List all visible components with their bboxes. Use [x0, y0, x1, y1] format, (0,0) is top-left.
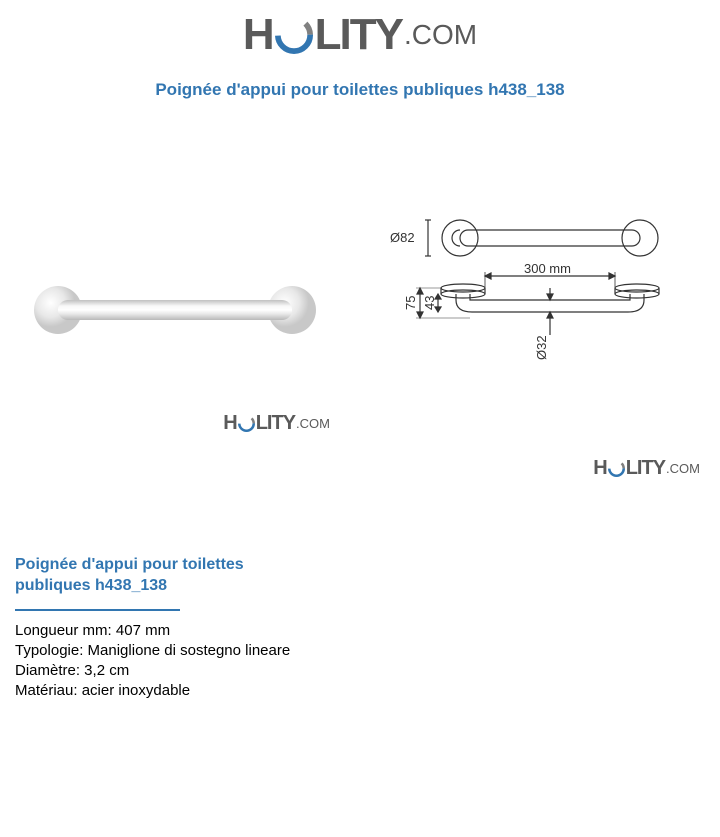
product-details: Poignée d'appui pour toilettes publiques…	[0, 555, 720, 702]
logo-suffix: .COM	[404, 19, 477, 51]
logo-ring-icon	[608, 460, 625, 477]
dim-bar-length: 300 mm	[524, 261, 571, 276]
spec-line: Typologie: Maniglione di sostegno linear…	[15, 641, 705, 661]
page-header: H LITY .COM Poignée d'appui pour toilett…	[0, 0, 720, 100]
spec-line: Longueur mm: 407 mm	[15, 621, 705, 641]
logo-suffix: .COM	[296, 416, 330, 431]
grab-bar-photo	[30, 280, 320, 340]
dim-height: 75	[403, 296, 418, 310]
logo-ring-icon	[275, 16, 313, 54]
technical-diagram-panel: Ø82 300 mm 75 43 Ø32 H LITY .COM	[360, 160, 700, 455]
logo-letter-h: H	[223, 412, 236, 435]
spec-line: Diamètre: 3,2 cm	[15, 661, 705, 681]
logo-letter-h: H	[243, 10, 273, 60]
logo-text-lity: LITY	[256, 412, 295, 435]
dim-offset: 43	[422, 296, 437, 310]
product-title: Poignée d'appui pour toilettes publiques…	[0, 80, 720, 100]
product-photo-panel: H LITY .COM	[20, 160, 340, 440]
images-row: H LITY .COM	[0, 160, 720, 455]
spec-line: Matériau: acier inoxydable	[15, 681, 705, 701]
dim-bar-dia: Ø32	[534, 335, 549, 360]
spec-list: Longueur mm: 407 mmTypologie: Maniglione…	[15, 621, 705, 702]
logo-suffix: .COM	[666, 461, 700, 476]
brand-logo-main: H LITY .COM	[243, 10, 477, 60]
details-divider	[15, 609, 180, 611]
dim-flange-dia: Ø82	[390, 230, 415, 245]
details-title: Poignée d'appui pour toilettes publiques…	[15, 555, 245, 597]
logo-text-lity: LITY	[315, 10, 402, 60]
technical-diagram: Ø82 300 mm 75 43 Ø32	[360, 160, 700, 450]
logo-letter-h: H	[593, 457, 606, 480]
brand-logo-watermark-1: H LITY .COM	[223, 412, 330, 435]
brand-logo-watermark-2: H LITY .COM	[593, 457, 700, 480]
logo-text-lity: LITY	[626, 457, 665, 480]
logo-ring-icon	[238, 415, 255, 432]
